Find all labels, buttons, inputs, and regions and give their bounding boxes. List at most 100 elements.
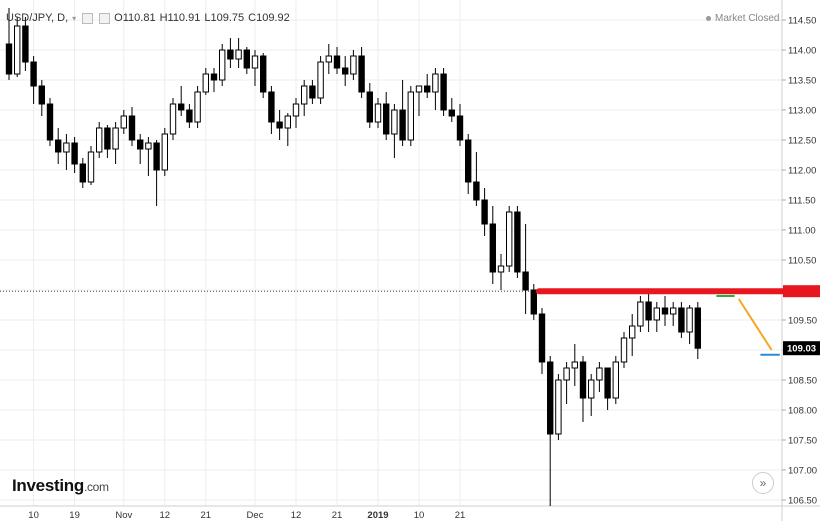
y-tick-label: 114.50 (788, 16, 816, 27)
candle-body (104, 127, 111, 150)
candle-body (260, 55, 267, 93)
x-tick-label: 21 (201, 510, 212, 521)
candle-body (333, 55, 341, 69)
y-tick-label: 107.00 (788, 466, 817, 477)
x-tick-label: 2019 (367, 510, 388, 521)
candle-body (604, 367, 611, 399)
x-tick-label: 12 (291, 510, 302, 521)
candle-body (514, 211, 521, 273)
candle-body (251, 55, 259, 69)
resistance-axis-marker (783, 285, 820, 298)
candle-body (219, 49, 226, 81)
candle-body (653, 307, 660, 321)
candle-body (161, 133, 169, 171)
y-tick-label: 113.00 (788, 106, 816, 117)
candle-body (579, 361, 587, 399)
candle-body (46, 103, 54, 141)
candle-body (235, 49, 242, 60)
candle-body (481, 199, 488, 225)
y-tick-label: 108.50 (788, 376, 817, 387)
candle-body (38, 85, 45, 105)
candle-body (350, 55, 357, 75)
candle-body (620, 337, 628, 363)
y-tick-label: 113.50 (788, 76, 816, 87)
y-tick-label: 112.50 (788, 136, 816, 147)
double-chevron-right-icon[interactable]: » (752, 472, 774, 494)
candle-body (571, 361, 578, 369)
x-tick-label: 21 (332, 510, 343, 521)
candle-body (145, 142, 152, 150)
y-tick-label: 106.50 (788, 496, 817, 507)
candle-body (588, 379, 595, 399)
candle-body (374, 103, 382, 123)
candle-body (497, 265, 505, 273)
candle-body (22, 25, 29, 63)
candle-body (555, 379, 562, 435)
candle-body (169, 103, 177, 135)
candle-body (383, 103, 390, 135)
candle-body (268, 91, 275, 123)
candle-body (432, 73, 439, 93)
candle-body (178, 103, 185, 111)
candle-body (645, 301, 652, 321)
candle-body (301, 85, 308, 105)
candle-body (629, 325, 636, 339)
low-value: L109.75 (204, 12, 245, 24)
candle-body (506, 211, 513, 267)
high-value: H110.91 (159, 12, 201, 24)
candle-body (596, 367, 603, 381)
close-value: C109.92 (248, 12, 290, 24)
x-tick-label: 10 (414, 510, 425, 521)
candle-body (71, 142, 78, 165)
current-price-box (783, 341, 820, 356)
settings-icon[interactable] (82, 12, 94, 24)
candle-body (55, 139, 62, 153)
candle-body (112, 127, 119, 150)
candle-body (678, 307, 685, 333)
candle-body (87, 151, 95, 183)
candle-body (30, 61, 37, 87)
candle-body (309, 85, 316, 99)
candle-body (415, 85, 423, 93)
candle-body (358, 55, 365, 93)
y-tick-label: 107.50 (788, 436, 817, 447)
candle-body (563, 367, 570, 381)
y-tick-label: 114.00 (788, 46, 816, 57)
candle-body (120, 115, 127, 129)
symbol-label: USD/JPY, D, (6, 12, 69, 24)
candle-body (186, 109, 193, 123)
orange-trend-line (737, 298, 773, 351)
candle-body (538, 313, 546, 363)
candle-body (128, 115, 136, 141)
x-tick-label: 10 (28, 510, 39, 521)
y-tick-label: 112.00 (788, 166, 816, 177)
candle-body (489, 223, 497, 273)
indicator-icon[interactable] (99, 12, 111, 24)
candle-body (694, 307, 701, 349)
candle-body (153, 142, 160, 171)
y-tick-label: 109.50 (788, 316, 817, 327)
plot-background (0, 0, 782, 506)
market-status: Market Closed (706, 13, 779, 24)
candle-body (284, 115, 292, 129)
candle-body (137, 139, 144, 150)
candle-body (465, 139, 472, 183)
candle-body (317, 61, 324, 99)
candle-body (473, 181, 480, 201)
candle-body (448, 109, 456, 117)
candle-body (661, 307, 669, 315)
current-price-label: 109.03 (787, 344, 816, 355)
candle-body (547, 361, 554, 435)
candle-body (407, 91, 415, 141)
candle-body (5, 43, 13, 75)
dropdown-arrow-icon[interactable]: ▾ (72, 13, 77, 23)
candle-body (292, 103, 300, 117)
candle-body (276, 121, 283, 129)
candle-body (686, 307, 693, 333)
x-tick-label: Nov (115, 510, 132, 521)
candle-body (366, 91, 374, 123)
candle-body (14, 25, 21, 75)
candle-body (530, 289, 537, 315)
candle-body (342, 67, 349, 75)
